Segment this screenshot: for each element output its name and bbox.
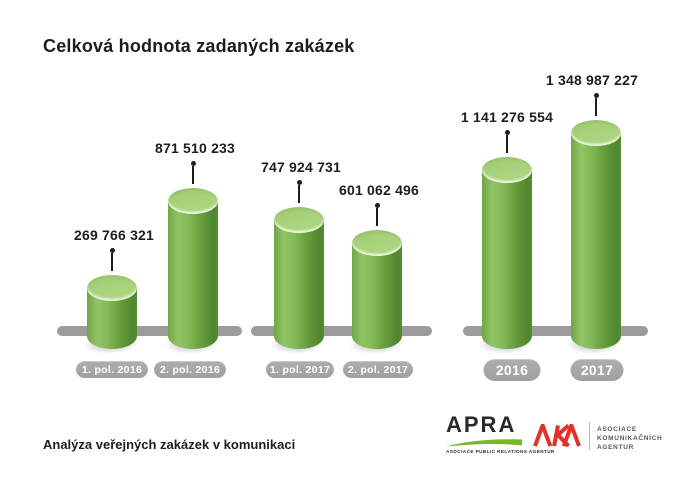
category-pill: 1. pol. 2016 [76,361,148,378]
bar-body [352,243,402,349]
bar-value-label: 269 766 321 [73,227,155,243]
bar-body [168,201,218,349]
bar-cylinder [466,157,542,358]
bar-top [352,230,402,256]
bar-body [274,220,324,349]
bar-value-label: 747 924 731 [260,159,342,175]
bar-cylinder [152,188,228,358]
bar-cylinder [71,275,147,358]
bar-value-label: 1 348 987 227 [545,72,639,88]
bar-value-label: 871 510 233 [154,140,236,156]
axis-baseline-2016-halves [57,326,242,336]
category-pill-year: 2016 [483,359,541,381]
aka-text-line: ASOCIACE [597,426,637,433]
bar-top [482,157,532,183]
bar-top [274,207,324,233]
pin-marker [593,93,599,116]
pin-marker [296,180,302,203]
bar-top [571,120,621,146]
aka-association-text: ASOCIACE KOMUNIKAČNÍCH AGENTUR [597,425,662,452]
bar-body [571,133,621,349]
bar-cylinder [555,120,631,358]
bar-cylinder [258,207,334,358]
category-pill-year: 2017 [570,359,624,381]
pin-marker [504,130,510,153]
apra-tagline: ASOCIACE PUBLIC RELATIONS AGENTUR [446,449,555,454]
pin-marker [109,248,115,271]
aka-wordmark-icon [533,424,581,447]
chart-title: Celková hodnota zadaných zakázek [43,36,355,56]
category-pill: 2. pol. 2016 [154,361,226,378]
axis-baseline-2017-halves [251,326,432,336]
bar-body [482,170,532,349]
bar-value-label: 1 141 276 554 [460,109,554,125]
aka-text-line: AGENTUR [597,444,635,451]
pin-marker [190,161,196,184]
apra-swoosh-icon [446,439,522,447]
category-pill: 2. pol. 2017 [343,361,413,378]
footer-caption: Analýza veřejných zakázek v komunikaci [43,437,296,452]
bar-top [168,188,218,214]
apra-wordmark: APRA [446,412,517,437]
aka-divider [589,422,590,450]
axis-baseline-years [463,326,648,336]
bar-top [87,275,137,301]
bar-value-label: 601 062 496 [338,182,420,198]
aka-text-line: KOMUNIKAČNÍCH [597,435,663,442]
bar-cylinder [336,230,412,358]
category-pill: 1. pol. 2017 [266,361,334,378]
apra-logo: APRA ASOCIACE PUBLIC RELATIONS AGENTUR [446,412,555,454]
pin-marker [374,203,380,226]
